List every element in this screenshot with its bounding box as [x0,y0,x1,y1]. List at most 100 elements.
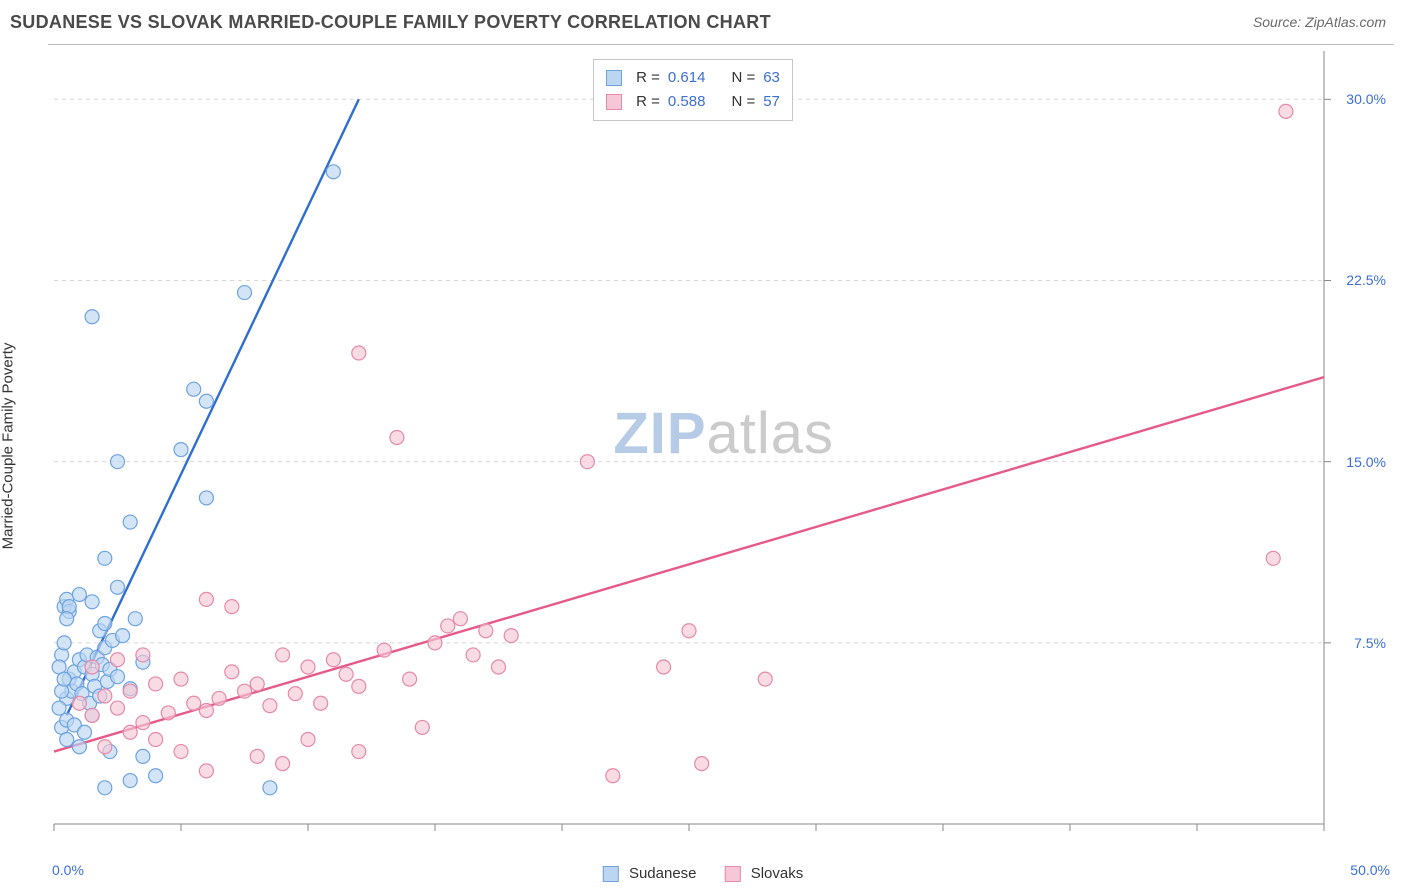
source-credit: Source: ZipAtlas.com [1253,14,1386,30]
scatter-point-slovaks [352,679,366,693]
scatter-point-slovaks [326,653,340,667]
legend-item-slovaks: Slovaks [725,865,804,882]
chart-header: SUDANESE VS SLOVAK MARRIED-COUPLE FAMILY… [0,0,1406,44]
chart-container: SUDANESE VS SLOVAK MARRIED-COUPLE FAMILY… [0,0,1406,892]
scatter-point-sudanese [263,781,277,795]
scatter-point-sudanese [85,310,99,324]
scatter-point-sudanese [326,165,340,179]
scatter-point-slovaks [174,672,188,686]
scatter-point-sudanese [116,629,130,643]
scatter-point-slovaks [161,706,175,720]
scatter-point-sudanese [174,443,188,457]
scatter-point-sudanese [136,749,150,763]
scatter-point-slovaks [377,643,391,657]
scatter-point-slovaks [758,672,772,686]
scatter-point-sudanese [199,394,213,408]
scatter-point-sudanese [238,286,252,300]
scatter-point-sudanese [57,672,71,686]
legend-label: Slovaks [751,865,804,882]
scatter-point-slovaks [263,699,277,713]
scatter-point-slovaks [1279,104,1293,118]
scatter-point-sudanese [123,515,137,529]
scatter-point-slovaks [136,716,150,730]
legend-swatch [603,866,619,882]
stats-n-value: 63 [763,66,780,90]
scatter-point-slovaks [657,660,671,674]
scatter-point-slovaks [695,757,709,771]
scatter-point-slovaks [174,745,188,759]
scatter-point-slovaks [606,769,620,783]
scatter-point-slovaks [466,648,480,662]
scatter-point-sudanese [77,725,91,739]
scatter-point-slovaks [199,764,213,778]
scatter-point-slovaks [250,749,264,763]
y-tick-label: 22.5% [1346,272,1386,288]
scatter-point-slovaks [123,684,137,698]
scatter-point-slovaks [225,600,239,614]
scatter-point-slovaks [199,704,213,718]
scatter-point-slovaks [276,648,290,662]
scatter-point-slovaks [98,689,112,703]
correlation-stats-box: R = 0.614 N = 63 R = 0.588 N = 57 [593,59,793,121]
scatter-point-slovaks [187,696,201,710]
scatter-point-slovaks [415,720,429,734]
scatter-point-slovaks [1266,551,1280,565]
scatter-point-slovaks [479,624,493,638]
scatter-point-sudanese [72,740,86,754]
scatter-point-sudanese [98,551,112,565]
scatter-point-slovaks [212,691,226,705]
scatter-point-slovaks [276,757,290,771]
scatter-point-slovaks [390,431,404,445]
scatter-point-slovaks [238,684,252,698]
scatter-point-slovaks [85,660,99,674]
scatter-point-slovaks [301,732,315,746]
scatter-point-slovaks [492,660,506,674]
scatter-point-slovaks [98,740,112,754]
plot-area: ZIPatlas R = 0.614 N = 63 R = 0.588 N = … [48,44,1394,852]
stats-r-label: R = [636,90,660,114]
scatter-point-slovaks [352,346,366,360]
x-axis-min-label: 0.0% [52,862,84,878]
legend: Sudanese Slovaks [603,865,803,882]
scatter-point-sudanese [187,382,201,396]
y-tick-label: 30.0% [1346,91,1386,107]
scatter-point-sudanese [199,491,213,505]
scatter-point-slovaks [225,665,239,679]
scatter-point-sudanese [111,670,125,684]
scatter-point-slovaks [453,612,467,626]
scatter-point-slovaks [403,672,417,686]
scatter-point-slovaks [339,667,353,681]
scatter-point-sudanese [98,617,112,631]
scatter-point-slovaks [288,687,302,701]
scatter-point-slovaks [314,696,328,710]
scatter-point-slovaks [149,732,163,746]
scatter-point-slovaks [111,701,125,715]
y-tick-label: 7.5% [1354,635,1386,651]
scatter-point-slovaks [111,653,125,667]
scatter-point-sudanese [60,732,74,746]
scatter-point-sudanese [111,455,125,469]
stats-n-label: N = [731,90,755,114]
legend-label: Sudanese [629,865,697,882]
stats-row-slovaks: R = 0.588 N = 57 [606,90,780,114]
scatter-point-slovaks [504,629,518,643]
scatter-point-sudanese [52,701,66,715]
scatter-point-slovaks [72,696,86,710]
scatter-point-slovaks [123,725,137,739]
scatter-point-slovaks [149,677,163,691]
scatter-point-sudanese [60,612,74,626]
stats-r-value: 0.614 [668,66,706,90]
scatter-point-slovaks [428,636,442,650]
stats-row-sudanese: R = 0.614 N = 63 [606,66,780,90]
scatter-point-sudanese [72,588,86,602]
scatter-point-sudanese [98,781,112,795]
x-axis-max-label: 50.0% [1350,862,1390,878]
stats-n-value: 57 [763,90,780,114]
scatter-point-sudanese [123,774,137,788]
scatter-point-slovaks [301,660,315,674]
scatter-point-slovaks [199,592,213,606]
legend-swatch [725,866,741,882]
stats-swatch [606,70,622,86]
scatter-point-sudanese [85,595,99,609]
stats-swatch [606,94,622,110]
